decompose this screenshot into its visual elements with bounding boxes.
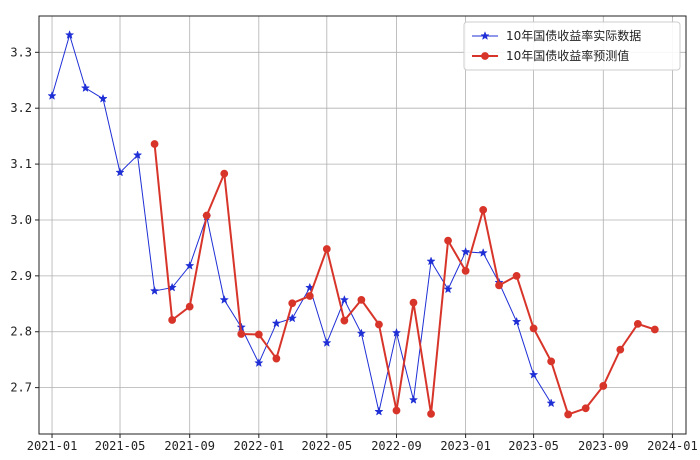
data-point bbox=[528, 369, 539, 379]
data-point bbox=[460, 246, 471, 256]
y-tick-label: 3.2 bbox=[10, 101, 32, 115]
data-point bbox=[375, 320, 383, 329]
data-point bbox=[115, 167, 125, 177]
y-tick-label: 2.7 bbox=[10, 381, 32, 395]
data-point bbox=[547, 357, 556, 366]
x-tick-label: 2023-05 bbox=[508, 439, 559, 453]
series-1 bbox=[150, 140, 659, 419]
data-point bbox=[237, 330, 246, 338]
data-point bbox=[633, 320, 642, 328]
series-layer bbox=[47, 30, 659, 419]
data-point bbox=[581, 404, 590, 413]
y-tick-label: 3.3 bbox=[10, 45, 32, 59]
data-point bbox=[132, 150, 143, 160]
legend-item: 10年国债收益率实际数据 bbox=[472, 28, 641, 43]
legend-label: 10年国债收益率实际数据 bbox=[506, 28, 641, 43]
y-tick-label: 3.0 bbox=[10, 213, 32, 227]
data-point bbox=[564, 410, 573, 419]
grid-lines bbox=[39, 16, 686, 434]
data-point bbox=[185, 302, 194, 311]
x-tick-label: 2024-01 bbox=[647, 439, 698, 453]
legend-items: 10年国债收益率实际数据 10年国债收益率预测值 bbox=[472, 28, 641, 63]
data-point bbox=[47, 90, 57, 100]
data-point bbox=[339, 294, 350, 304]
data-point bbox=[512, 271, 521, 280]
data-point bbox=[356, 328, 367, 338]
data-point bbox=[272, 354, 281, 363]
data-point bbox=[150, 140, 159, 148]
data-point bbox=[64, 30, 75, 39]
x-axis: 2021-01 2021-05 2021-09 2022-01 2022-05 2022-… bbox=[27, 434, 698, 453]
data-point bbox=[479, 206, 488, 214]
legend-label: 10年国债收益率预测值 bbox=[506, 48, 629, 63]
data-point bbox=[80, 83, 91, 93]
data-point bbox=[185, 260, 195, 270]
series-line bbox=[153, 143, 656, 416]
data-point bbox=[461, 266, 470, 275]
legend-swatch-marker bbox=[480, 31, 490, 40]
data-point bbox=[219, 294, 229, 304]
data-point bbox=[495, 281, 503, 290]
data-point bbox=[391, 327, 402, 337]
data-point bbox=[357, 295, 366, 304]
data-point bbox=[168, 316, 177, 324]
x-tick-label: 2023-01 bbox=[440, 439, 491, 453]
y-tick-label: 3.1 bbox=[10, 157, 32, 171]
data-point bbox=[340, 316, 349, 325]
x-tick-label: 2021-01 bbox=[27, 439, 78, 453]
data-point bbox=[149, 286, 160, 295]
data-point bbox=[529, 324, 538, 333]
data-point bbox=[288, 299, 297, 308]
data-point bbox=[98, 93, 108, 103]
data-point bbox=[305, 292, 314, 300]
x-tick-label: 2021-05 bbox=[95, 439, 146, 453]
data-point bbox=[408, 394, 419, 404]
y-tick-label: 2.8 bbox=[10, 325, 32, 339]
x-tick-label: 2022-09 bbox=[371, 439, 422, 453]
data-point bbox=[392, 406, 401, 415]
legend: 10年国债收益率实际数据 10年国债收益率预测值 bbox=[463, 21, 681, 71]
legend-swatch-marker bbox=[481, 52, 489, 60]
data-point bbox=[322, 245, 331, 253]
data-point bbox=[511, 316, 522, 326]
x-tick-label: 2022-05 bbox=[302, 439, 353, 453]
data-point bbox=[271, 318, 282, 328]
x-tick-label: 2021-09 bbox=[164, 439, 215, 453]
data-point bbox=[616, 345, 625, 354]
y-axis: 2.7 2.8 2.9 3.0 3.1 3.2 3.3 bbox=[10, 45, 39, 395]
series-line bbox=[51, 33, 552, 412]
data-point bbox=[322, 337, 332, 347]
data-point bbox=[254, 330, 263, 339]
data-point bbox=[427, 409, 435, 418]
data-point bbox=[443, 284, 453, 294]
data-point bbox=[220, 169, 229, 178]
data-point bbox=[426, 256, 436, 266]
data-point bbox=[546, 398, 556, 408]
x-tick-label: 2023-09 bbox=[578, 439, 629, 453]
data-point bbox=[478, 248, 488, 257]
plot-frame bbox=[38, 15, 687, 435]
data-point bbox=[409, 298, 418, 307]
data-point bbox=[202, 211, 211, 220]
data-point bbox=[650, 325, 659, 334]
legend-box bbox=[463, 21, 681, 71]
data-point bbox=[374, 406, 384, 416]
data-point bbox=[599, 382, 608, 390]
y-tick-label: 2.9 bbox=[10, 269, 32, 283]
legend-item: 10年国债收益率预测值 bbox=[472, 48, 629, 63]
data-point bbox=[444, 236, 452, 245]
x-tick-label: 2022-01 bbox=[234, 439, 285, 453]
data-point bbox=[254, 358, 264, 368]
